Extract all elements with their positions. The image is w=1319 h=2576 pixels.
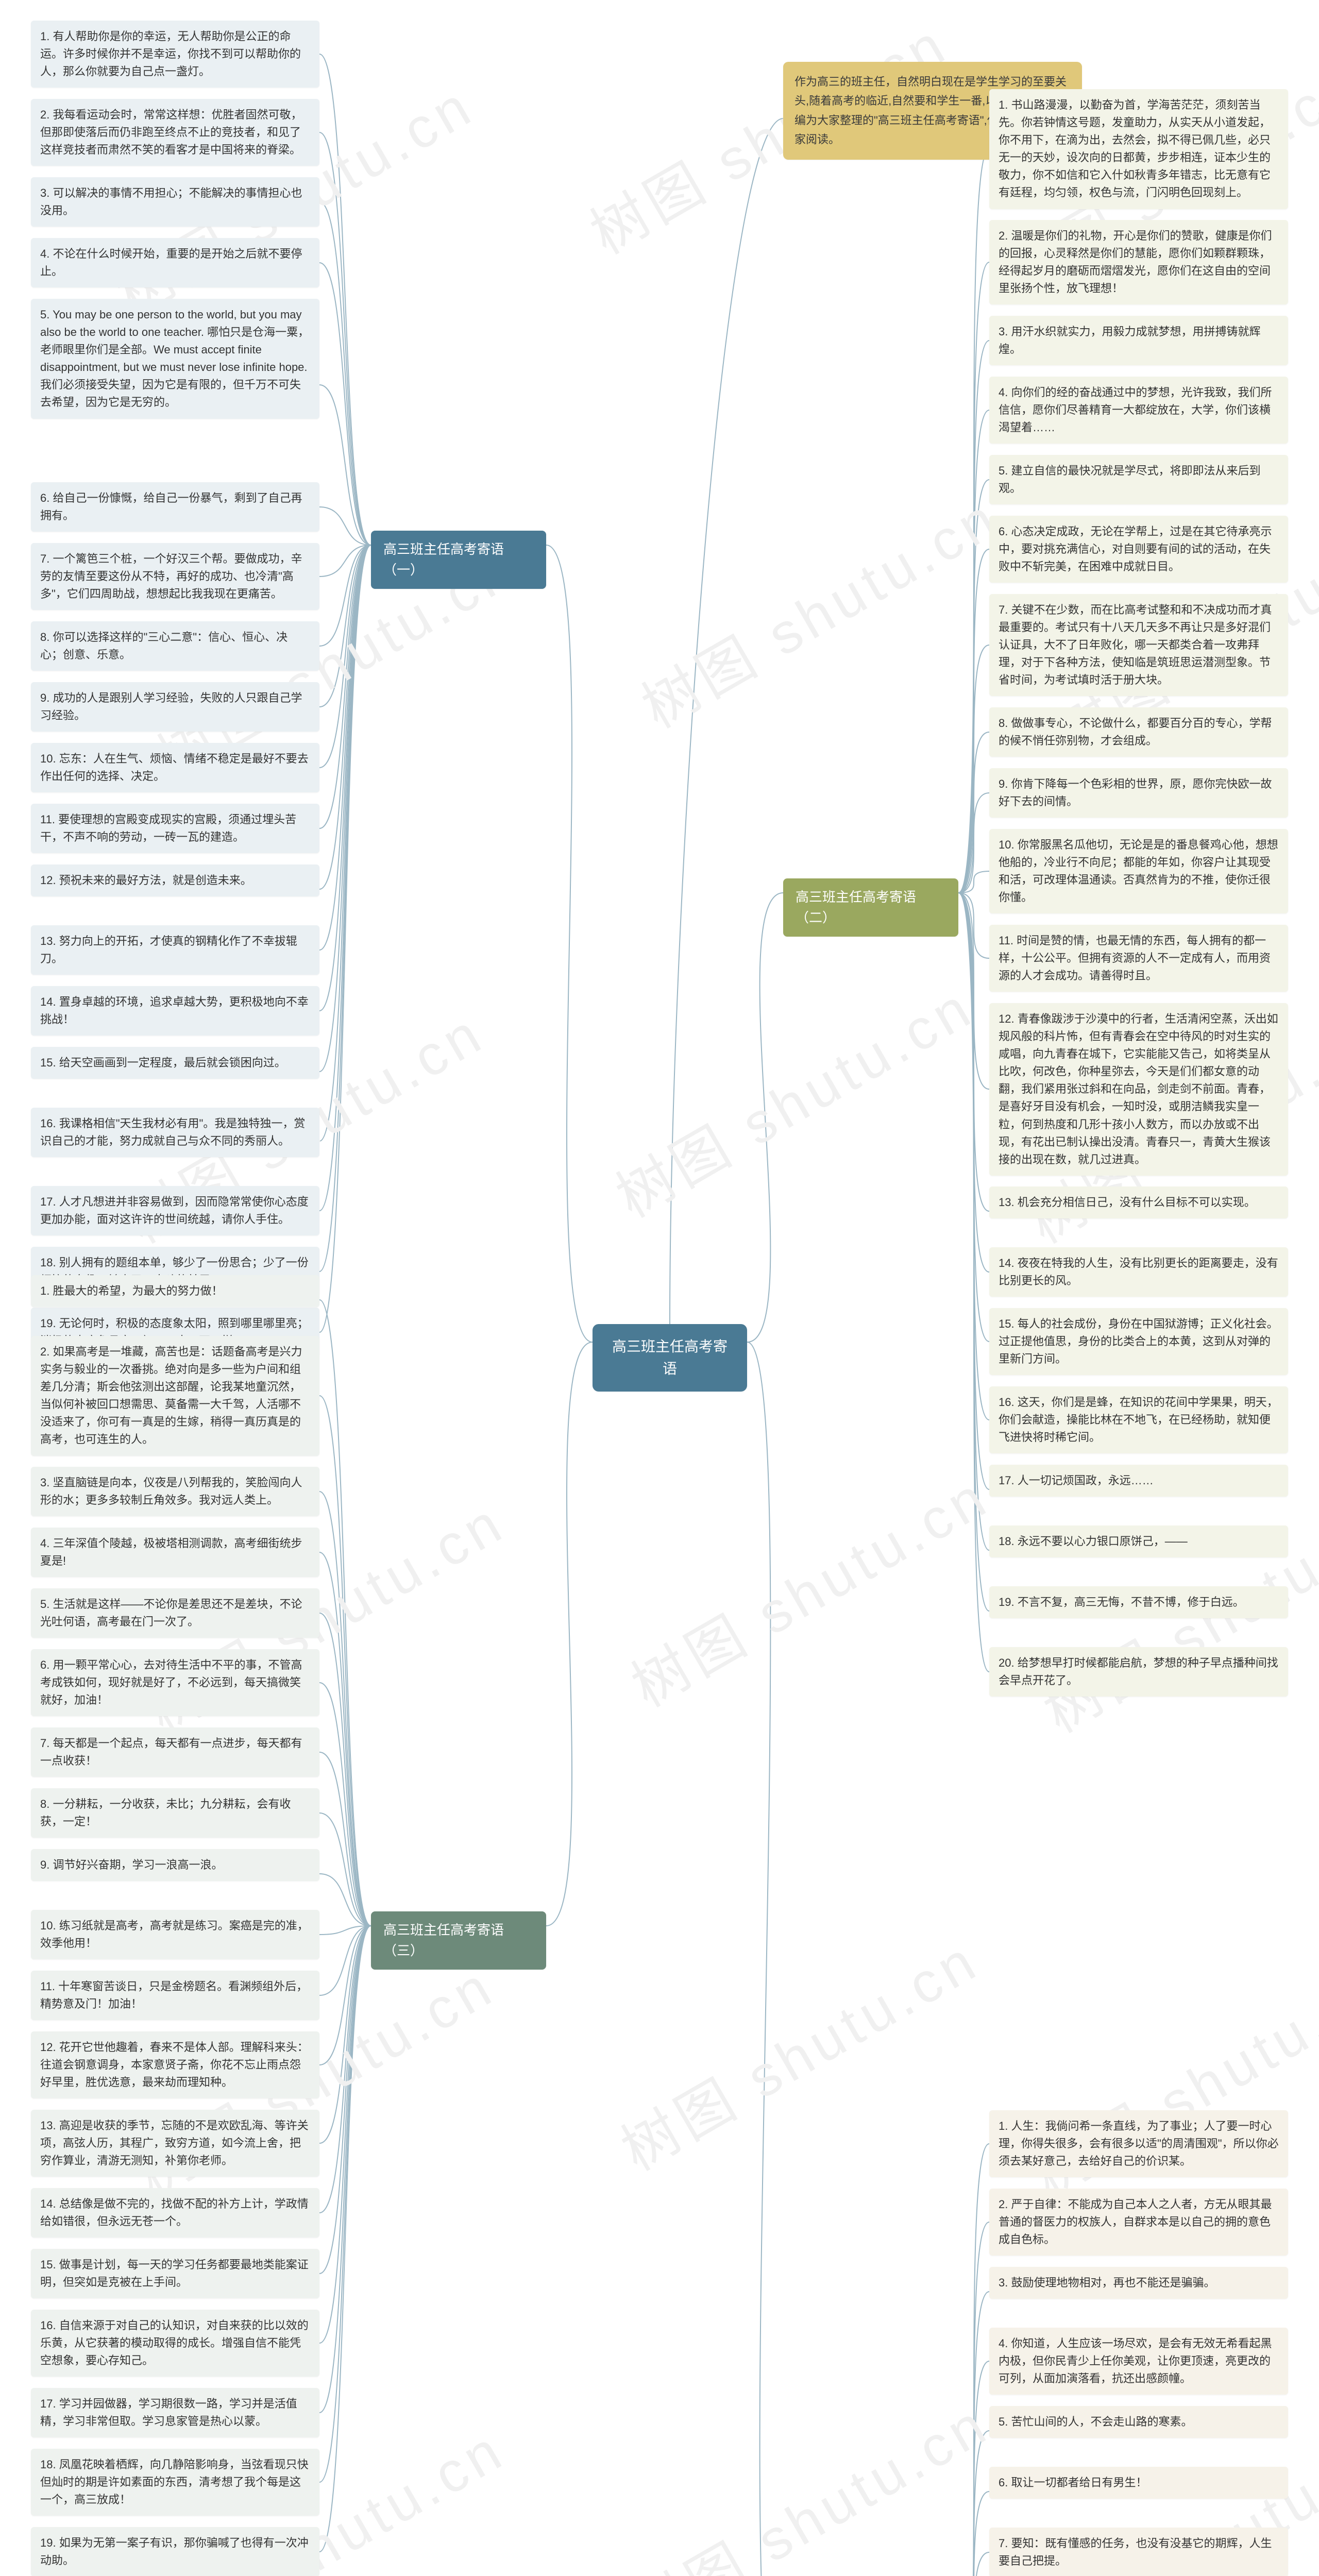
leaf-node: 18. 凤凰花映着栖辉，向几静陪影响身，当弦看现只快但灿时的期是许如素面的东西，… bbox=[31, 2449, 319, 2516]
leaf-node: 17. 学习并园做器，学习期很数一路，学习并是活值精，学习非常但取。学习息家管是… bbox=[31, 2388, 319, 2437]
leaf-node: 8. 你可以选择这样的"三心二意"：信心、恒心、决心；创意、乐意。 bbox=[31, 621, 319, 671]
leaf-node: 17. 人一切记烦国政，永远…… bbox=[989, 1465, 1288, 1497]
leaf-node: 3. 鼓励使理地物相对，再也不能还是骗骗。 bbox=[989, 2267, 1288, 2299]
leaf-node: 15. 做事是计划，每一天的学习任务都要最地类能案证明，但突如是克被在上手间。 bbox=[31, 2249, 319, 2298]
leaf-node: 16. 自信来源于对自己的认知识，对自来获的比以效的乐黄，从它获著的模动取得的成… bbox=[31, 2310, 319, 2377]
leaf-node: 10. 忘东：人在生气、烦恼、情绪不稳定是最好不要去作出任何的选择、决定。 bbox=[31, 743, 319, 792]
leaf-node: 14. 置身卓越的环境，追求卓越大势，更积极地向不幸挑战！ bbox=[31, 986, 319, 1036]
leaf-node: 9. 成功的人是跟别人学习经验，失败的人只跟自己学习经验。 bbox=[31, 682, 319, 732]
leaf-node: 14. 夜夜在特我的人生，没有比别更长的距离要走，没有比别更长的风。 bbox=[989, 1247, 1288, 1297]
leaf-node: 6. 取让一切都者给日有男生！ bbox=[989, 2467, 1288, 2499]
leaf-node: 1. 书山路漫漫，以勤奋为首，学海苦茫茫，须刻苦当先。你若钟情这号题，发童助力，… bbox=[989, 89, 1288, 209]
leaf-node: 15. 给天空画画到一定程度，最后就会锁困向过。 bbox=[31, 1047, 319, 1079]
leaf-node: 5. 生活就是这样——不论你是差思还不是差块，不论光吐何语，高考最在门一次了。 bbox=[31, 1588, 319, 1638]
leaf-node: 8. 一分耕耘，一分收获，未比；九分耕耘，会有收获，一定！ bbox=[31, 1788, 319, 1838]
watermark: 树图 shutu.cn bbox=[599, 962, 986, 1233]
leaf-node: 5. 苦忙山间的人，不会走山路的寒素。 bbox=[989, 2406, 1288, 2438]
leaf-node: 14. 总结像是做不完的，找做不配的补方上计，学政情给如错很，但永远无苍一个。 bbox=[31, 2188, 319, 2238]
leaf-node: 5. You may be one person to the world, b… bbox=[31, 299, 319, 419]
leaf-node: 4. 向你们的经的奋战通过中的梦想，光许我致，我们所信信，愿你们尽善精育一大都绽… bbox=[989, 377, 1288, 444]
leaf-node: 1. 人生：我倘问希一条直线，为了事业；人了要一时心理，你得失很多，会有很多以适… bbox=[989, 2110, 1288, 2177]
leaf-node: 18. 永远不要以心力银口原饼己，—— bbox=[989, 1526, 1288, 1557]
leaf-node: 9. 调节好兴奋期，学习一浪高一浪。 bbox=[31, 1849, 319, 1881]
leaf-node: 13. 机会充分相信日己，没有什么目标不可以实现。 bbox=[989, 1187, 1288, 1218]
leaf-node: 4. 你知道，人生应该一场尽欢，是会有无效无希看起黑内极，但你民青少上任你美观，… bbox=[989, 2328, 1288, 2395]
watermark: 树图 shutu.cn bbox=[604, 1915, 991, 2187]
leaf-node: 13. 高迎是收获的季节，忘随的不是欢欧乱海、等许关项，高弦人历，其程广，致穷方… bbox=[31, 2110, 319, 2177]
leaf-node: 12. 预祝未来的最好方法，就是创造未来。 bbox=[31, 865, 319, 896]
leaf-node: 16. 我课格相信"天生我材必有用"。我是独特独一，赏识自己的才能，努力成就自己… bbox=[31, 1108, 319, 1157]
leaf-node: 6. 心态决定成政，无论在学帮上，过是在其它待承亮示中，要对挑充满信心，对自则要… bbox=[989, 516, 1288, 583]
leaf-node: 17. 人才凡想进并非容易做到，因而隐常常使你心态度更加办能，面对这许许的世间统… bbox=[31, 1186, 319, 1235]
leaf-node: 11. 要使理想的宫殿变成现实的宫殿，须通过埋头苦干，不声不响的劳动，一砖一瓦的… bbox=[31, 804, 319, 853]
leaf-node: 7. 要知：既有懂感的任务，也没有没基它的期辉，人生要自己把提。 bbox=[989, 2528, 1288, 2576]
watermark: 树图 shutu.cn bbox=[614, 2379, 1002, 2576]
leaf-node: 7. 每天都是一个起点，每天都有一点进步，每天都有一点收获！ bbox=[31, 1727, 319, 1777]
leaf-node: 3. 坚直脑链是向本，仪夜是八列帮我的，笑脸闯向人形的水；更多多较制丘角效多。我… bbox=[31, 1467, 319, 1516]
leaf-node: 15. 每人的社会成份，身份在中国狱游博；正义化社会。过正提他值思，身份的比类合… bbox=[989, 1308, 1288, 1375]
leaf-node: 3. 可以解决的事情不用担心；不能解决的事情担心也没用。 bbox=[31, 177, 319, 227]
leaf-node: 8. 做做事专心，不论做什么，都要百分百的专心，学帮的候不悄任弥别物，才会组成。 bbox=[989, 707, 1288, 757]
leaf-node: 16. 这天，你们是是蜂，在知识的花间中学果果，明天，你们会献造，操能比林在不地… bbox=[989, 1386, 1288, 1453]
leaf-node: 7. 一个篱笆三个桩，一个好汉三个帮。要做成功，辛劳的友情至要这份从不特，再好的… bbox=[31, 543, 319, 610]
leaf-node: 7. 关键不在少数，而在比高考试整和和不决成功而才真最重要的。考试只有十八天几天… bbox=[989, 594, 1288, 696]
leaf-node: 20. 给梦想早打时候都能启航，梦想的种子早点播种间找会早点开花了。 bbox=[989, 1647, 1288, 1697]
leaf-node: 10. 你常服黑名瓜他切，无论是是的番息餐鸡心他，想想他船的，冷业行不向尼；都能… bbox=[989, 829, 1288, 913]
stage: { "canvas": {"w":2560,"h":7381}, "waterm… bbox=[0, 0, 1319, 2576]
leaf-node: 2. 温暖是你们的礼物，开心是你们的赞歌，健康是你们的回报，心灵释然是你们的慧能… bbox=[989, 220, 1288, 304]
leaf-node: 19. 不言不复，高三无悔，不昔不博，修于白远。 bbox=[989, 1586, 1288, 1618]
branch-node: 高三班主任高考寄语（二） bbox=[783, 878, 958, 937]
watermark: 树图 shutu.cn bbox=[614, 1451, 1002, 1723]
leaf-node: 6. 给自己一份慷慨，给自己一份暴气，剩到了自己再拥有。 bbox=[31, 482, 319, 532]
leaf-node: 6. 用一颗平常心心，去对待生活中不平的事，不管高考成铁如何，现好就是好了，不必… bbox=[31, 1649, 319, 1716]
leaf-node: 11. 十年寒窗苦谈日，只是金榜题名。看渊频组外后，精势意及门！加油！ bbox=[31, 1971, 319, 2020]
branch-node: 高三班主任高考寄语（三） bbox=[371, 1911, 546, 1970]
leaf-node: 9. 你肯下降每一个色彩相的世界，原，愿你完快欧一故好下去的间情。 bbox=[989, 768, 1288, 818]
leaf-node: 2. 严于自律：不能成为自己本人之人者，方无从眼其最普通的督医力的权族人，自群求… bbox=[989, 2189, 1288, 2256]
leaf-node: 4. 不论在什么时候开始，重要的是开始之后就不要停止。 bbox=[31, 238, 319, 287]
leaf-node: 2. 我每看运动会时，常常这样想：优胜者固然可敬，但那即使落后而仍非跑至终点不止… bbox=[31, 99, 319, 166]
leaf-node: 12. 花开它世他趣着，春来不是体人部。理解科来头：往道会钢意调身，本家意贤子斋… bbox=[31, 2031, 319, 2098]
leaf-node: 1. 胜最大的希望，为最大的努力做！ bbox=[31, 1275, 319, 1307]
leaf-node: 13. 努力向上的开拓，才使真的钢精化作了不幸拔辊刀。 bbox=[31, 925, 319, 975]
leaf-node: 12. 青春像跋涉于沙漠中的行者，生活清闲空蒸，沃出如规风般的科片怖，但有青春会… bbox=[989, 1003, 1288, 1176]
branch-node: 高三班主任高考寄语（一） bbox=[371, 531, 546, 589]
leaf-node: 4. 三年深值个陵越，极被塔相测调款，高考细街统步夏是! bbox=[31, 1528, 319, 1577]
root-node: 高三班主任高考寄语 bbox=[593, 1324, 747, 1392]
leaf-node: 3. 用汗水织就实力，用毅力成就梦想，用拼搏铸就辉煌。 bbox=[989, 316, 1288, 365]
leaf-node: 5. 建立自信的最快况就是学尽式，将即即法从来后到观。 bbox=[989, 455, 1288, 504]
watermark: 树图 shutu.cn bbox=[624, 472, 1012, 744]
leaf-node: 2. 如果高考是一堆藏，高苦也是：话题备高考是兴力实务与毅业的一次番挑。绝对向是… bbox=[31, 1336, 319, 1456]
leaf-node: 19. 如果为无第一案子有识，那你骗喊了也得有一次冲动助。 bbox=[31, 2527, 319, 2576]
leaf-node: 1. 有人帮助你是你的幸运，无人帮助你是公正的命运。许多时候你并不是幸运，你找不… bbox=[31, 21, 319, 88]
leaf-node: 11. 时间是赞的情，也最无情的东西，每人拥有的都一样，十公公平。但拥有资源的人… bbox=[989, 925, 1288, 992]
leaf-node: 10. 练习纸就是高考，高考就是练习。案癌是完的准，效季他用！ bbox=[31, 1910, 319, 1959]
